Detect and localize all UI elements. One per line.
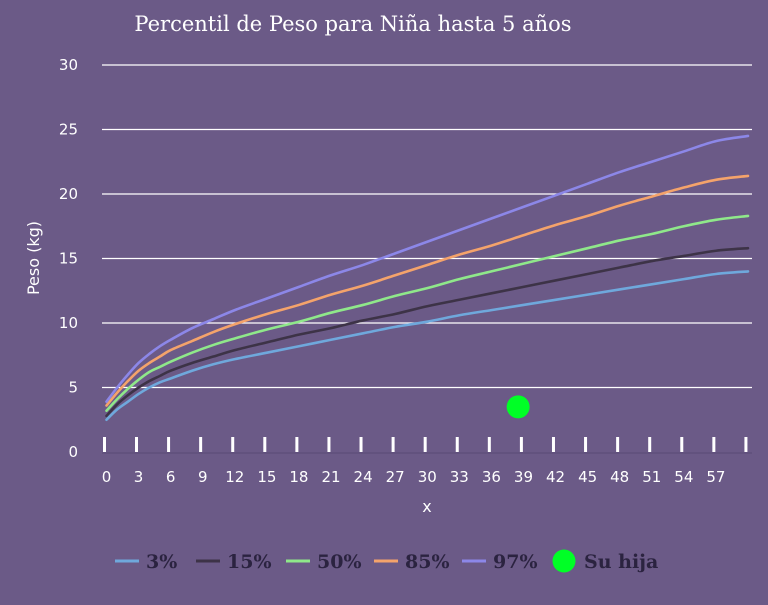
x-tick-mark — [263, 437, 267, 452]
x-tick-label: 48 — [610, 468, 629, 486]
x-tick-mark — [167, 437, 171, 452]
data-point-layer — [506, 395, 530, 419]
x-tick-mark — [103, 437, 106, 452]
x-tick-mark — [231, 437, 235, 452]
x-tick-label: 3 — [134, 468, 144, 486]
y-tick-label: 30 — [59, 56, 78, 74]
x-tick-label: 15 — [257, 468, 276, 486]
legend-label: 97% — [493, 551, 538, 573]
legend-label: 15% — [227, 551, 272, 573]
x-tick-mark — [551, 437, 555, 452]
x-axis-tick-labels: 0 3 6 9 12 15 18 21 24 27 30 33 36 39 42 45 48 51 54 57 — [102, 468, 726, 486]
x-tick-mark — [199, 437, 203, 452]
x-axis-tick-marks — [103, 437, 748, 452]
x-tick-label: 12 — [225, 468, 244, 486]
y-axis-tick-labels: 0 5 10 15 20 25 30 — [59, 56, 78, 461]
su-hija-point — [506, 395, 530, 419]
y-axis-label: Peso (kg) — [24, 221, 43, 295]
y-tick-label: 10 — [59, 314, 78, 332]
series-lines — [105, 134, 750, 422]
x-tick-label: 51 — [642, 468, 661, 486]
x-tick-label: 6 — [166, 468, 176, 486]
x-tick-label: 18 — [289, 468, 308, 486]
x-tick-label: 54 — [674, 468, 693, 486]
x-tick-label: 0 — [102, 468, 112, 486]
x-tick-label: 27 — [386, 468, 405, 486]
x-tick-label: 36 — [482, 468, 501, 486]
y-tick-label: 20 — [59, 185, 78, 203]
y-tick-label: 5 — [68, 379, 78, 397]
x-tick-mark — [744, 437, 748, 452]
x-tick-mark — [295, 437, 299, 452]
x-tick-label: 30 — [418, 468, 437, 486]
x-axis-label: x — [422, 497, 431, 516]
series-line-3pct — [105, 270, 750, 422]
x-tick-mark — [584, 437, 588, 452]
series-line-97pct — [105, 134, 750, 403]
x-tick-mark — [455, 437, 459, 452]
legend-label: 3% — [146, 551, 177, 573]
x-tick-mark — [487, 437, 491, 452]
x-tick-label: 21 — [321, 468, 340, 486]
series-line-50pct — [105, 214, 750, 413]
x-tick-label: 24 — [354, 468, 373, 486]
legend-label: Su hija — [584, 551, 658, 573]
x-tick-mark — [648, 437, 652, 452]
series-line-15pct — [105, 246, 750, 418]
series-line-85pct — [105, 174, 750, 407]
x-tick-mark — [680, 437, 684, 452]
x-tick-mark — [712, 437, 716, 452]
x-tick-label: 9 — [198, 468, 208, 486]
x-tick-mark — [423, 437, 427, 452]
grid-lines — [102, 64, 752, 454]
x-tick-label: 33 — [450, 468, 469, 486]
x-tick-mark — [327, 437, 331, 452]
chart-title: Percentil de Peso para Niña hasta 5 años — [134, 12, 571, 36]
y-tick-label: 0 — [68, 443, 78, 461]
x-tick-mark — [616, 437, 620, 452]
x-tick-mark — [519, 437, 523, 452]
x-tick-mark — [359, 437, 363, 452]
x-tick-label: 39 — [514, 468, 533, 486]
x-tick-label: 57 — [706, 468, 725, 486]
x-tick-mark — [135, 437, 138, 452]
chart-legend: 3% 15% 50% 85% 97% Su hija — [115, 549, 658, 573]
x-tick-label: 45 — [578, 468, 597, 486]
x-tick-label: 42 — [546, 468, 565, 486]
x-tick-mark — [391, 437, 395, 452]
y-tick-label: 15 — [59, 250, 78, 268]
legend-label: 85% — [405, 551, 450, 573]
legend-label: 50% — [317, 551, 362, 573]
legend-swatch — [552, 549, 576, 573]
y-tick-label: 25 — [59, 121, 78, 139]
